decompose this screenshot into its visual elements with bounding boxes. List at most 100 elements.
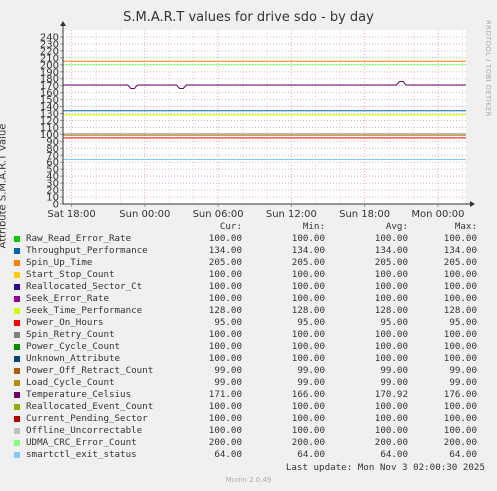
legend-swatch <box>14 368 20 374</box>
legend-min-value: 100.00 <box>291 413 325 424</box>
legend-series-name: Power_On_Hours <box>26 317 104 328</box>
legend-series-name: Reallocated_Event_Count <box>26 401 154 412</box>
last-update: Last update: Mon Nov 3 02:00:30 2025 <box>285 462 485 473</box>
legend-min-value: 99.00 <box>297 365 325 376</box>
y-tick-label: 70 <box>46 151 59 162</box>
legend-avg-value: 100.00 <box>374 413 408 424</box>
legend-min-value: 100.00 <box>291 401 325 412</box>
legend-avg-value: 100.00 <box>374 281 408 292</box>
chart-plot: 0102030405060708090100110120130140150160… <box>40 21 475 220</box>
y-tick-label: 160 <box>40 88 59 99</box>
legend-series-name: UDMA_CRC_Error_Count <box>26 437 137 448</box>
legend-series-name: Load_Cycle_Count <box>26 377 115 388</box>
legend-item: smartctl_exit_status 64.00 64.00 64.00 64.00 <box>12 449 486 461</box>
legend-cur-value: 100.00 <box>208 353 242 364</box>
legend-item: Power_On_Hours 95.00 95.00 95.00 95.00 <box>12 317 486 329</box>
legend-item: Current_Pending_Sector 100.00 100.00 100.00… <box>12 413 486 425</box>
legend-cur-value: 99.00 <box>214 365 242 376</box>
legend-swatch <box>14 296 20 302</box>
legend-item: Spin_Up_Time 205.00 205.00 205.00 205.00 <box>12 257 486 269</box>
y-tick-label: 20 <box>46 186 59 197</box>
legend-max-value: 100.00 <box>443 341 477 352</box>
legend-swatch <box>14 380 20 386</box>
legend: Cur: Min: Avg: Max: Raw_Read_Error_Rate 1… <box>12 221 486 461</box>
legend-max-value: 100.00 <box>443 329 477 340</box>
legend-avg-value: 170.92 <box>374 389 408 400</box>
y-tick-label: 30 <box>46 179 59 190</box>
legend-avg-value: 100.00 <box>374 425 408 436</box>
legend-min-value: 100.00 <box>291 353 325 364</box>
series-line <box>63 81 466 89</box>
legend-avg-value: 100.00 <box>374 293 408 304</box>
legend-max-value: 176.00 <box>443 389 477 400</box>
col-min-header: Min: <box>302 221 325 232</box>
legend-rows: Raw_Read_Error_Rate 100.00 100.00 100.00 100… <box>12 233 486 461</box>
legend-avg-value: 134.00 <box>374 245 408 256</box>
legend-item: Reallocated_Event_Count 100.00 100.00 100.0… <box>12 401 486 413</box>
legend-swatch <box>14 344 20 350</box>
legend-min-value: 134.00 <box>291 245 325 256</box>
legend-max-value: 99.00 <box>449 377 477 388</box>
y-tick-label: 120 <box>40 116 59 127</box>
legend-max-value: 99.00 <box>449 365 477 376</box>
y-tick-label: 180 <box>40 74 59 85</box>
legend-min-value: 128.00 <box>291 305 325 316</box>
legend-swatch <box>14 392 20 398</box>
legend-min-value: 95.00 <box>297 317 325 328</box>
legend-series-name: Throughput_Performance <box>26 245 148 256</box>
legend-cur-value: 95.00 <box>214 317 242 328</box>
legend-series-name: Spin_Up_Time <box>26 257 93 268</box>
legend-swatch <box>14 332 20 338</box>
legend-cur-value: 100.00 <box>208 233 242 244</box>
legend-max-value: 100.00 <box>443 269 477 280</box>
legend-series-name: Seek_Error_Rate <box>26 293 109 304</box>
series-lines <box>63 60 466 160</box>
legend-avg-value: 64.00 <box>380 449 408 460</box>
y-tick-label: 190 <box>40 67 59 78</box>
legend-swatch <box>14 272 20 278</box>
y-tick-label: 150 <box>40 95 59 106</box>
y-tick-label: 210 <box>40 53 59 64</box>
legend-max-value: 100.00 <box>443 293 477 304</box>
y-tick-label: 50 <box>46 165 59 176</box>
legend-item: Unknown_Attribute 100.00 100.00 100.00 100.0… <box>12 353 486 365</box>
legend-avg-value: 100.00 <box>374 269 408 280</box>
legend-series-name: Unknown_Attribute <box>26 353 121 364</box>
plot-area <box>63 30 466 204</box>
x-ticks: Sat 18:00 Sun 00:00 Sun 06:00 Sun 12:00 Sun … <box>47 204 464 220</box>
legend-series-name: Offline_Uncorrectable <box>26 425 143 436</box>
legend-cur-value: 100.00 <box>208 401 242 412</box>
legend-cur-value: 205.00 <box>208 257 242 268</box>
x-tick-label: Sat 18:00 <box>47 209 95 220</box>
legend-series-name: Seek_Time_Performance <box>26 305 143 316</box>
legend-item: Spin_Retry_Count 100.00 100.00 100.00 100.00 <box>12 329 486 341</box>
legend-max-value: 64.00 <box>449 449 477 460</box>
y-tick-label: 170 <box>40 81 59 92</box>
y-tick-label: 90 <box>46 137 59 148</box>
legend-avg-value: 99.00 <box>380 365 408 376</box>
legend-max-value: 95.00 <box>449 317 477 328</box>
legend-series-name: Current_Pending_Sector <box>26 413 148 424</box>
legend-item: Reallocated_Sector_Ct 100.00 100.00 100.00 1… <box>12 281 486 293</box>
legend-min-value: 100.00 <box>291 233 325 244</box>
y-tick-label: 10 <box>46 193 59 204</box>
x-axis-arrow <box>470 201 475 207</box>
legend-min-value: 100.00 <box>291 329 325 340</box>
legend-swatch <box>14 284 20 290</box>
legend-min-value: 64.00 <box>297 449 325 460</box>
legend-cur-value: 100.00 <box>208 269 242 280</box>
legend-min-value: 166.00 <box>291 389 325 400</box>
y-tick-label: 0 <box>53 200 59 211</box>
legend-item: Seek_Error_Rate 100.00 100.00 100.00 100.00 <box>12 293 486 305</box>
legend-series-name: Start_Stop_Count <box>26 269 115 280</box>
legend-max-value: 128.00 <box>443 305 477 316</box>
legend-min-value: 100.00 <box>291 293 325 304</box>
chart-title: S.M.A.R.T values for drive sdo - by day <box>123 10 374 25</box>
legend-avg-value: 95.00 <box>380 317 408 328</box>
legend-cur-value: 200.00 <box>208 437 242 448</box>
legend-avg-value: 100.00 <box>374 353 408 364</box>
y-axis-arrow <box>60 21 66 26</box>
y-tick-label: 230 <box>40 39 59 50</box>
x-tick-label: Sun 12:00 <box>266 209 317 220</box>
legend-cur-value: 99.00 <box>214 377 242 388</box>
